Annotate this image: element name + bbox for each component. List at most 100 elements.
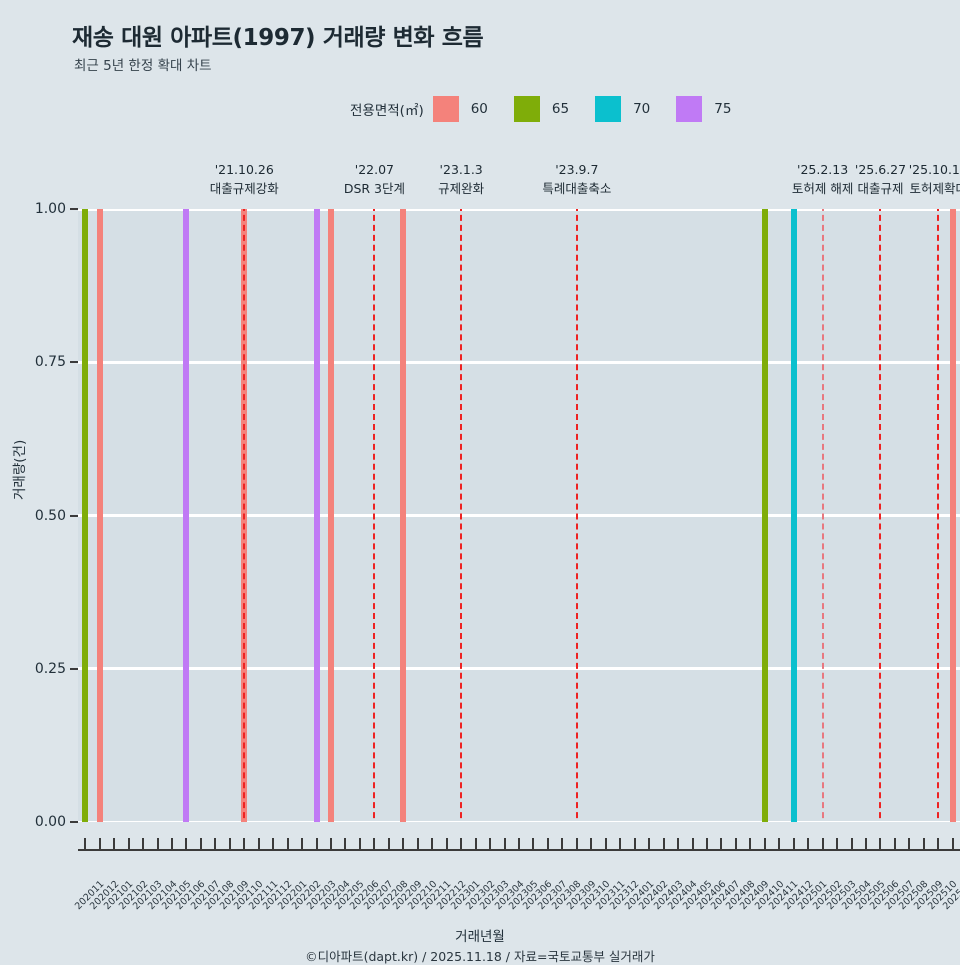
x-tick-202306: [532, 838, 535, 849]
legend-item-60[interactable]: 60: [432, 96, 514, 122]
x-tick-202403: [662, 838, 665, 849]
y-tick-label-0.00: 0.00: [34, 814, 66, 830]
x-tick-202308: [561, 838, 564, 849]
x-tick-202309: [575, 838, 578, 849]
x-tick-202409: [749, 838, 752, 849]
x-tick-202104: [156, 838, 159, 849]
x-tick-202405: [691, 838, 694, 849]
legend-item-75[interactable]: 75: [676, 96, 731, 122]
x-tick-202505: [865, 838, 868, 849]
x-tick-202509: [922, 838, 925, 849]
plot-area: [78, 209, 960, 822]
credit-text: ©디아파트(dapt.kr) / 2025.11.18 / 자료=국토교통부 실…: [305, 949, 655, 964]
annotation-label-2: '23.1.3 규제완화: [438, 160, 484, 199]
x-tick-202204: [330, 838, 333, 849]
bar-75-202203[interactable]: [313, 209, 320, 822]
x-tick-202201: [286, 838, 289, 849]
annotation-text-3: 특례대출축소: [542, 181, 612, 197]
bar-60-202511[interactable]: [949, 209, 956, 822]
annotation-date-0: '21.10.26: [214, 162, 274, 177]
legend: 전용면적(㎡) 60 65 70 75: [350, 96, 731, 122]
annotation-date-2: '23.1.3: [439, 162, 483, 177]
x-tick-202112: [272, 838, 275, 849]
x-tick-202209: [402, 838, 405, 849]
legend-label-60: 60: [470, 101, 488, 117]
bar-65-202410[interactable]: [761, 209, 768, 822]
annotation-label-4: '25.2.13 토허제 해제: [792, 160, 853, 199]
x-tick-202203: [315, 838, 318, 849]
y-tick-label-1.00: 1.00: [34, 201, 66, 217]
x-tick-202304: [503, 838, 506, 849]
x-tick-202305: [518, 838, 520, 849]
x-tick-202301: [460, 838, 463, 849]
annotation-text-2: 규제완화: [438, 181, 485, 197]
bar-60-202209[interactable]: [400, 209, 407, 822]
bar-60-202012[interactable]: [96, 209, 103, 822]
annotation-text-1: DSR 3단계: [343, 181, 405, 197]
annotation-line-1: [373, 209, 376, 822]
x-tick-202508: [908, 838, 911, 849]
annotation-text-4: 토허제 해제: [791, 181, 854, 197]
x-tick-202202: [301, 838, 304, 849]
x-tick-202503: [836, 838, 839, 849]
x-tick-202210: [416, 838, 419, 849]
legend-swatch-60: [432, 96, 459, 122]
annotation-text-6: 토허제확대: [909, 181, 960, 197]
gridline: [78, 820, 960, 822]
annotation-line-5: [879, 209, 882, 822]
x-tick-202102: [127, 838, 130, 849]
y-tick-0.25: [70, 667, 78, 670]
x-tick-202410: [763, 838, 766, 849]
x-tick-202307: [546, 838, 549, 849]
x-tick-202012: [98, 838, 101, 849]
x-tick-202103: [142, 838, 145, 849]
x-tick-202106: [185, 838, 188, 849]
annotation-label-3: '23.9.7 특례대출축소: [542, 160, 611, 199]
annotation-label-5: '25.6.27 대출규제: [855, 160, 906, 199]
bar-75-202106[interactable]: [183, 209, 190, 822]
bar-60-202204[interactable]: [328, 209, 335, 822]
x-tick-202401: [633, 838, 636, 849]
y-tick-0.75: [70, 361, 78, 364]
annotation-line-6: [937, 209, 940, 822]
legend-swatch-75: [676, 96, 703, 122]
annotation-date-1: '22.07: [354, 162, 395, 177]
bar-70-202412[interactable]: [790, 209, 797, 822]
gridline: [78, 209, 960, 211]
y-tick-label-0.25: 0.25: [34, 660, 66, 677]
chart-subtitle: 최근 5년 한정 확대 차트: [74, 58, 212, 74]
x-tick-202502: [821, 838, 824, 849]
x-tick-202212: [445, 838, 448, 849]
x-tick-202312: [619, 838, 622, 849]
y-axis-label: 거래량(건): [12, 439, 28, 500]
annotation-label-1: '22.07 DSR 3단계: [344, 160, 405, 199]
x-axis-line: [78, 849, 960, 851]
x-tick-202406: [705, 838, 708, 849]
gridline: [78, 360, 960, 364]
annotation-date-6: '25.10.15: [908, 162, 960, 177]
x-tick-202504: [850, 838, 853, 849]
legend-item-70[interactable]: 70: [595, 96, 676, 122]
annotation-line-0: [243, 209, 246, 822]
x-tick-202510: [937, 838, 940, 849]
bar-65-202011[interactable]: [82, 209, 89, 822]
x-tick-202302: [474, 838, 477, 849]
y-tick-0.50: [70, 514, 78, 517]
annotation-text-0: 대출규제강화: [209, 181, 279, 197]
y-tick-1.00: [70, 208, 78, 210]
legend-swatch-65: [513, 96, 540, 122]
x-axis-label: 거래년월: [455, 929, 505, 945]
annotation-line-2: [460, 209, 463, 822]
y-tick-0.00: [70, 821, 78, 823]
x-tick-202108: [214, 838, 217, 849]
x-tick-202303: [489, 838, 492, 849]
legend-title: 전용면적(㎡): [350, 103, 424, 119]
x-tick-202109: [228, 838, 231, 849]
gridline: [78, 514, 960, 517]
x-tick-202404: [677, 838, 680, 849]
x-tick-202407: [720, 838, 723, 849]
annotation-text-5: 대출규제: [857, 181, 904, 197]
legend-items: 60 65 70 75: [432, 96, 731, 122]
legend-item-65[interactable]: 65: [513, 96, 595, 122]
